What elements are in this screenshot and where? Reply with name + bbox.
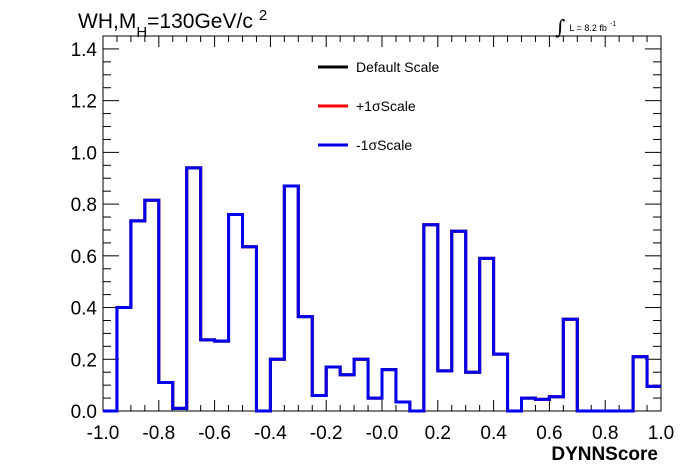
y-tick-label: 1.4 <box>71 40 98 61</box>
y-tick-label: 0.4 <box>71 299 98 320</box>
series-minus-sigma-scale <box>103 166 661 413</box>
x-tick-label: 0.6 <box>536 423 562 444</box>
x-tick-label: -1.0 <box>87 423 120 444</box>
integral-symbol: ∫ <box>555 15 565 39</box>
x-tick-label: -0.6 <box>198 423 231 444</box>
legend-label-minus: -1σScale <box>356 137 412 153</box>
chart-title-rest: =130GeV/c <box>147 10 253 33</box>
x-tick-label: 0.2 <box>425 423 451 444</box>
chart-title-main: WH,M <box>78 10 136 33</box>
y-tick-label: 0.0 <box>71 402 97 423</box>
axis-ticks <box>102 35 662 412</box>
x-tick-label: 0.8 <box>592 423 618 444</box>
y-tick-label: 1.2 <box>71 92 97 113</box>
y-tick-label: 1.0 <box>71 143 97 164</box>
x-tick-label: -0.0 <box>366 423 399 444</box>
x-tick-label: -0.4 <box>254 423 287 444</box>
luminosity-superscript: -1 <box>610 21 616 28</box>
x-tick-label: -0.8 <box>142 423 175 444</box>
chart-title-superscript: 2 <box>259 7 267 24</box>
y-tick-label: 0.8 <box>71 195 97 216</box>
legend-label-default: Default Scale <box>356 59 439 75</box>
x-axis-label: DYNNScore <box>551 444 658 465</box>
chart-title-subscript: H <box>136 24 147 41</box>
series-layer <box>103 166 661 413</box>
luminosity-text: L = 8.2 fb <box>569 23 606 33</box>
y-tick-label: 0.6 <box>71 247 97 268</box>
legend-label-plus: +1σScale <box>356 98 416 114</box>
tick-labels: -1.0 -0.8 -0.6 -0.4 -0.2 -0.0 0.2 0.4 0.6 0.8 1.0 0… <box>71 40 675 444</box>
legend: Default Scale +1σScale -1σScale <box>318 59 439 153</box>
x-tick-label: 1.0 <box>648 423 674 444</box>
x-tick-label: -0.2 <box>310 423 343 444</box>
chart-title: WH,MH=130GeV/c 2 <box>78 7 267 41</box>
luminosity-label: ∫ L = 8.2 fb -1 <box>555 15 616 39</box>
y-tick-label: 0.2 <box>71 350 97 371</box>
x-tick-label: 0.4 <box>480 423 507 444</box>
